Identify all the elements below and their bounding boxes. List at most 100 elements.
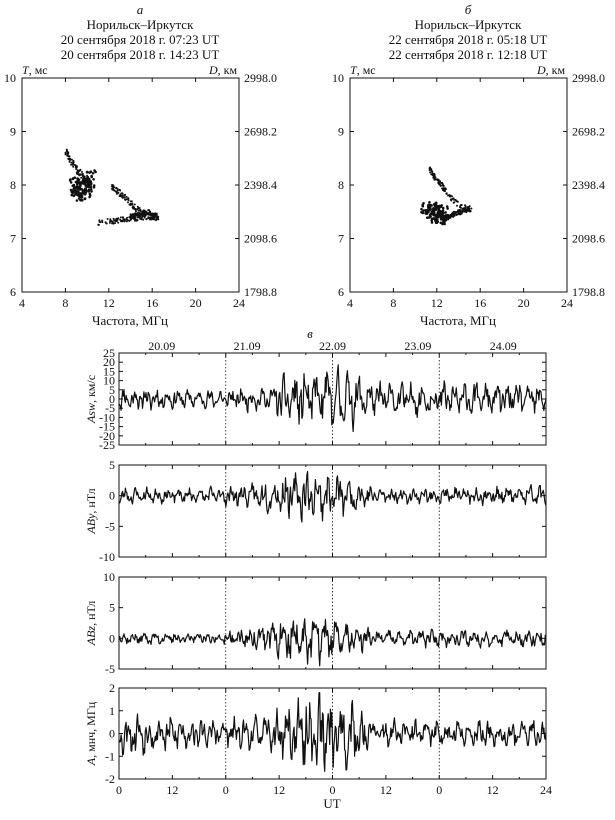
panel-a-echo-point	[91, 172, 95, 175]
panel-b-echo-point	[441, 210, 444, 214]
panel-a-echo-point	[114, 220, 117, 223]
panel-b-echo-point	[441, 183, 444, 186]
panel-a-echo-point	[81, 171, 83, 173]
subplot-ytick-label: -2	[105, 772, 115, 786]
panel-b-ytick-label: 10	[332, 71, 344, 85]
panel-b-echo-point	[428, 201, 431, 204]
panel-b-echo-point	[463, 210, 466, 213]
panel-a-echo-point	[72, 165, 75, 168]
panel-a-subtitle-2: 20 сентября 2018 г. 14:23 UT	[61, 47, 220, 62]
panel-a-echo-point	[121, 216, 124, 219]
panel-b-echo-point	[427, 216, 431, 219]
panel-c-day-labels: 20.09 21.09 22.09 23.09 24.09	[148, 339, 517, 353]
panel-a-echo-point	[134, 212, 137, 215]
panel-a-echo-point	[157, 218, 160, 221]
panel-b-ytick-label: 6	[338, 285, 344, 299]
panel-a-echo-point	[131, 203, 134, 206]
panel-a-echo-point	[82, 175, 85, 178]
panel-a-echo-point	[69, 188, 73, 192]
subplot-ylabel: A, мнч, МГц	[84, 701, 98, 766]
subplot-ytick-label: -5	[105, 401, 115, 415]
panel-b-echo-point	[464, 208, 467, 211]
subplot-ytick-label: 1	[109, 704, 115, 718]
panel-a-echo-point	[70, 193, 74, 197]
panel-a-echo-point	[99, 221, 102, 224]
subplot-series-line	[118, 470, 547, 523]
panel-a-echo-point	[86, 176, 90, 179]
panel-a-echo-point	[71, 184, 75, 188]
subplot-ytick-label: -10	[99, 550, 115, 564]
panel-b-xtick-label: 24	[561, 296, 573, 310]
panel-a-echo-point	[89, 170, 93, 173]
panel-b-echo-point	[447, 215, 450, 218]
panel-b-xtick-label: 12	[431, 296, 443, 310]
panel-a-echo-point	[148, 213, 151, 216]
panel-a-echo-point	[76, 170, 79, 172]
panel-a-echo-point	[71, 177, 75, 181]
panel-a-echo-point	[123, 194, 126, 197]
panel-b-echo-point	[429, 203, 433, 207]
panel-a-right-tick-label: 2698.2	[244, 125, 277, 139]
panel-a-echo-point	[141, 211, 144, 214]
panel-a-right-axis-label: D, км	[208, 63, 238, 77]
panel-b-echo-point	[433, 212, 436, 215]
panel-a-echo-point	[77, 197, 81, 200]
panel-b-marks	[420, 166, 473, 226]
panel-a-echo-point	[112, 217, 115, 220]
panel-a-right-tick-label: 2098.6	[244, 232, 277, 246]
panel-b-echo-point	[465, 210, 468, 213]
panel-b-echo-point	[461, 208, 464, 211]
day-label: 20.09	[148, 339, 175, 353]
panel-c-xtick-label: 12	[487, 783, 499, 797]
panel-b-echo-point	[438, 211, 441, 215]
panel-a-echo-point	[104, 221, 107, 224]
panel-a-x-axis-label: Частота, МГц	[92, 313, 168, 328]
subplot-ytick-label: -15	[99, 420, 115, 434]
panel-b-echo-point	[444, 188, 447, 191]
panel-a-ytick-label: 10	[4, 71, 16, 85]
panel-a-echo-point	[155, 216, 158, 219]
panel-a-echo-point	[72, 190, 76, 194]
subplot-ytick-label: 2	[109, 681, 115, 695]
panel-a-echo-point	[81, 173, 84, 176]
panel-a-echo-point	[152, 213, 155, 216]
panel-a-echo-point	[121, 194, 124, 197]
panel-a-echo-point	[86, 183, 89, 186]
panel-a-echo-point	[137, 207, 140, 210]
panel-b-echo-point	[427, 203, 431, 207]
subplot-3: -5 0 5 10 ABz, нТл	[84, 570, 547, 676]
panel-b-x-axis-label: Частота, МГц	[420, 313, 496, 328]
panel-a-echo-point	[129, 217, 132, 219]
panel-b-echo-point	[432, 217, 436, 220]
panel-b-right-tick-label: 2398.4	[572, 178, 605, 192]
subplot-ytick-label: -5	[105, 519, 115, 533]
panel-a-ytick-label: 6	[10, 285, 16, 299]
panel-a-echo-point	[119, 216, 122, 219]
panel-a-scatter: а Норильск–Иркутск 20 сентября 2018 г. 0…	[4, 2, 277, 328]
panel-a-echo-point	[142, 218, 145, 221]
subplot-ylabel: Asw, км/с	[84, 375, 98, 424]
panel-a-echo-point	[130, 200, 133, 203]
panel-a-echo-point	[89, 188, 93, 192]
panel-b-echo-point	[421, 204, 425, 208]
panel-b-echo-point	[424, 212, 428, 215]
panel-a-echo-point	[121, 196, 124, 199]
panel-a-echo-point	[112, 184, 115, 187]
panel-a-echo-point	[84, 189, 88, 192]
panel-b-echo-point	[470, 207, 473, 210]
panel-b-ticks: 4 8 12 16 20 24 6 1798.8 7 2098.6 8 2398.4 9 2698.2 10…	[332, 71, 605, 310]
panel-c-xtick-label: 12	[273, 783, 285, 797]
panel-a-echo-point	[115, 217, 118, 220]
subplot-2: -10 -5 0 5 ABy, нТл	[84, 458, 547, 564]
panel-a-echo-point	[126, 216, 129, 219]
panel-a-echo-point	[131, 216, 134, 219]
panel-b-echo-point	[434, 201, 438, 205]
panel-b-echo-point	[433, 172, 436, 175]
panel-b-echo-point	[420, 207, 423, 211]
panel-a-echo-point	[144, 213, 147, 216]
panel-a-xtick-label: 4	[19, 296, 25, 310]
day-label: 22.09	[319, 339, 346, 353]
panel-a-echo-point	[83, 178, 87, 181]
panel-b-echo-point	[429, 171, 432, 174]
